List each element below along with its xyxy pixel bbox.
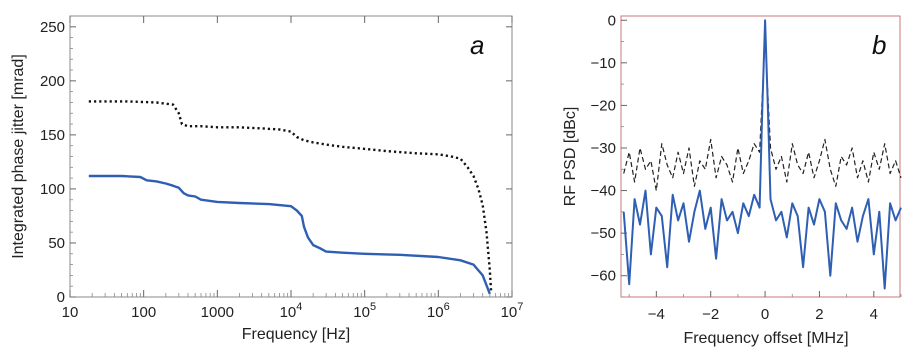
panel-b-y-tick-label: −20	[591, 97, 616, 114]
panel-a-x-tick-label: 10	[62, 304, 79, 321]
panel-b-x-tick-label: −2	[702, 306, 719, 323]
panel-a-x-tick-label: 107	[501, 301, 524, 321]
panel-a-x-tick-label: 1000	[201, 304, 234, 321]
panel-a-y-tick-label: 250	[40, 19, 65, 36]
panel-b-y-ticks: 0 −10 −20 −30 −40 −50 −60	[591, 12, 627, 298]
panel-b-y-tick-label: −40	[591, 183, 616, 200]
panel-a-series	[88, 100, 493, 295]
panel-b-y-tick-label: −50	[591, 225, 616, 242]
panel-b-letter: b	[872, 30, 886, 60]
panel-a-y-tick-label: 100	[40, 181, 65, 198]
panel-a-x-tick-exponent: 5	[370, 301, 376, 313]
panel-b-y-tick-label: −60	[591, 268, 616, 285]
panel-a-y-tick-label: 150	[40, 127, 65, 144]
panel-b-x-tick-label: 4	[870, 306, 878, 323]
panel-b-y-tick-label: 0	[608, 12, 616, 29]
panel-a-y-tick-label: 0	[57, 289, 65, 306]
panel-b-y-tick-label: −10	[591, 55, 616, 72]
panel-a-x-tick-label: 105	[353, 301, 376, 321]
panel-a-y-tick-label: 50	[48, 235, 65, 252]
panel-a-series-line-1	[88, 100, 493, 292]
panel-b-y-tick-label: −30	[591, 140, 616, 157]
panel-a-y-ticks: 0 50 100 150 200 250	[40, 19, 512, 306]
panel-a-x-tick-exponent: 7	[517, 301, 523, 313]
panel-b-series	[622, 19, 902, 290]
panel-b-x-tick-label: −4	[648, 306, 665, 323]
panel-a-series-line-2	[88, 174, 491, 295]
panel-a-x-tick-exponent: 4	[296, 301, 302, 313]
panel-b-x-tick-label: 2	[815, 306, 823, 323]
panel-a-x-ticks: 10 100 1000 104 105 106 107	[62, 16, 524, 321]
panel-a-letter: a	[470, 30, 484, 60]
panel-b-x-axis-title: Frequency offset [MHz]	[683, 330, 848, 347]
panel-a-x-tick-exponent: 6	[444, 301, 450, 313]
panel-a-x-tick-label: 104	[280, 301, 303, 321]
panel-b-x-ticks: −4 −2 0 2 4	[628, 291, 902, 323]
panel-b-series-line-2	[622, 19, 902, 290]
panel-b-frame	[620, 15, 901, 298]
panel-b-y-axis-title: RF PSD [dBc]	[562, 107, 579, 207]
panel-b-x-tick-label: 0	[761, 306, 769, 323]
panel-a-x-tick-label: 100	[131, 304, 156, 321]
panel-a-y-axis-title: Integrated phase jitter [mrad]	[10, 54, 27, 259]
panel-a-x-axis-title: Frequency [Hz]	[242, 326, 350, 343]
panel-b-rf-psd-chart: 0−10−20−30−40−50−60 −4 −2 0 2 4 b Frequency …	[562, 12, 902, 347]
panel-a-y-tick-label: 200	[40, 73, 65, 90]
panel-a-x-tick-label: 106	[427, 301, 450, 321]
